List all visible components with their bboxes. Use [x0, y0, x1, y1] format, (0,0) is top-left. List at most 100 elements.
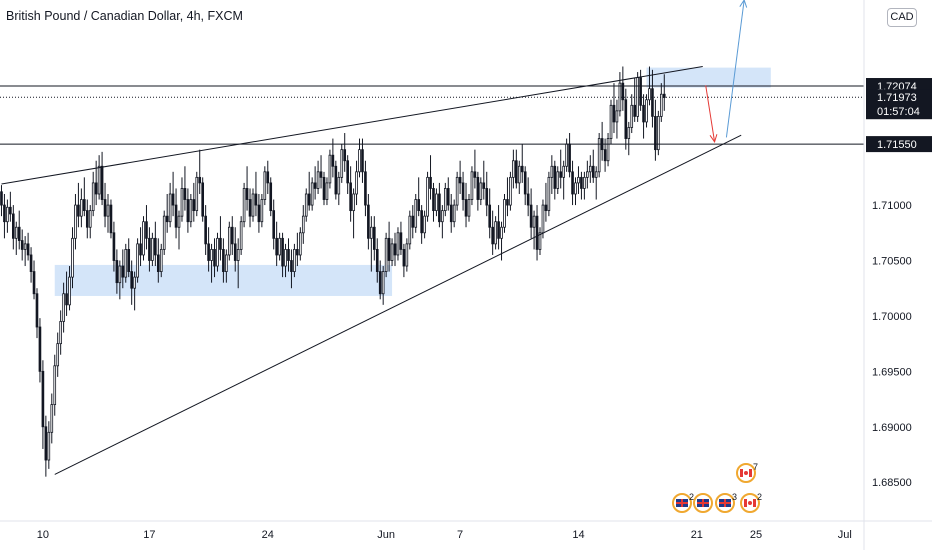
candle-body-down [378, 271, 382, 295]
uk-flag-icon[interactable] [693, 493, 713, 513]
candle [242, 182, 246, 228]
candle-body-up [301, 215, 305, 234]
candle [83, 177, 86, 217]
candle-body-down [402, 249, 406, 267]
candle [553, 160, 557, 200]
candle-body-up [479, 182, 483, 200]
candle [192, 182, 196, 222]
forecast-arrow-up[interactable] [725, 0, 748, 138]
candle-body-up [91, 182, 95, 212]
candle-body-up [50, 404, 54, 433]
candle [290, 249, 293, 289]
candle-body-down [233, 243, 237, 261]
y-tick-label: 1.70000 [872, 311, 912, 323]
candle [251, 188, 255, 222]
candle-body-down [571, 171, 574, 195]
candle [201, 177, 205, 222]
supply-demand-zone[interactable] [646, 67, 771, 88]
candle-body-up [210, 249, 213, 261]
candle-body-down [65, 293, 68, 306]
candle [204, 205, 207, 255]
candle [171, 171, 175, 217]
candle-body-down [219, 237, 222, 250]
candle [544, 182, 548, 222]
candle-body-up [216, 237, 219, 267]
candle [372, 216, 376, 261]
current-price-text: 1.71973 [877, 92, 917, 104]
candle [154, 221, 157, 267]
candle [263, 166, 267, 206]
candle [80, 188, 83, 228]
candles-layer [0, 66, 666, 477]
candle [467, 193, 471, 222]
candle [56, 332, 60, 377]
candle-body-up [251, 193, 255, 217]
uk-flag-icon[interactable]: 2 [672, 492, 694, 513]
candle-body-up [565, 143, 568, 167]
candle-body-down [198, 176, 202, 184]
candle [97, 155, 101, 200]
candle-body-up [547, 176, 551, 212]
candle [455, 171, 459, 211]
candle-body-up [538, 232, 542, 250]
candle [195, 171, 199, 217]
candle-body-down [349, 182, 352, 212]
candle [88, 205, 92, 239]
candle [346, 155, 349, 194]
candle [594, 166, 598, 200]
candle [547, 171, 551, 217]
candle [441, 205, 444, 239]
candle [494, 216, 497, 250]
candle-body-down [192, 199, 196, 212]
candle-body-down [154, 237, 157, 256]
candle [59, 310, 62, 355]
y-tick-label: 1.69000 [872, 422, 912, 434]
candle-body-up [136, 243, 139, 278]
candle-body-up [441, 210, 444, 223]
candle-body-up [142, 221, 145, 256]
candle [216, 232, 219, 272]
candle [71, 227, 74, 289]
candle [358, 138, 361, 178]
candle [127, 238, 131, 278]
candle [14, 221, 18, 255]
candle-body-down [112, 232, 116, 261]
candle [520, 144, 524, 183]
candle [349, 166, 352, 222]
candle [609, 99, 613, 145]
candle [118, 260, 122, 300]
candle [343, 133, 347, 172]
candle-body-down [429, 176, 432, 189]
candle [606, 133, 610, 167]
candle [470, 166, 474, 206]
candle [26, 232, 30, 261]
currency-button[interactable]: CAD [887, 8, 917, 27]
forecast-layer [705, 0, 748, 144]
candle [449, 193, 453, 233]
candle-body-down [346, 160, 349, 184]
candle-body-up [242, 188, 246, 223]
candle [103, 182, 107, 228]
candle [304, 188, 308, 222]
x-tick-label: 24 [262, 529, 274, 541]
candle-body-up [443, 188, 447, 212]
trendline[interactable] [54, 134, 742, 475]
canada-flag-icon[interactable]: 2 [740, 492, 762, 513]
candle-body-down [553, 165, 557, 189]
candle-body-down [269, 182, 273, 212]
forecast-arrow-down[interactable] [705, 85, 718, 144]
candle [177, 210, 181, 250]
candle-body-down [621, 82, 625, 101]
candle [503, 193, 506, 233]
candle [145, 205, 148, 250]
candle-body-up [381, 271, 385, 295]
uk-flag-icon[interactable]: 3 [715, 492, 737, 513]
candle [645, 94, 648, 128]
candle [583, 171, 586, 200]
candle-body-down [603, 149, 607, 162]
trendline[interactable] [1, 66, 703, 185]
candle [423, 210, 426, 239]
canada-flag-icon[interactable]: 7 [736, 462, 758, 483]
